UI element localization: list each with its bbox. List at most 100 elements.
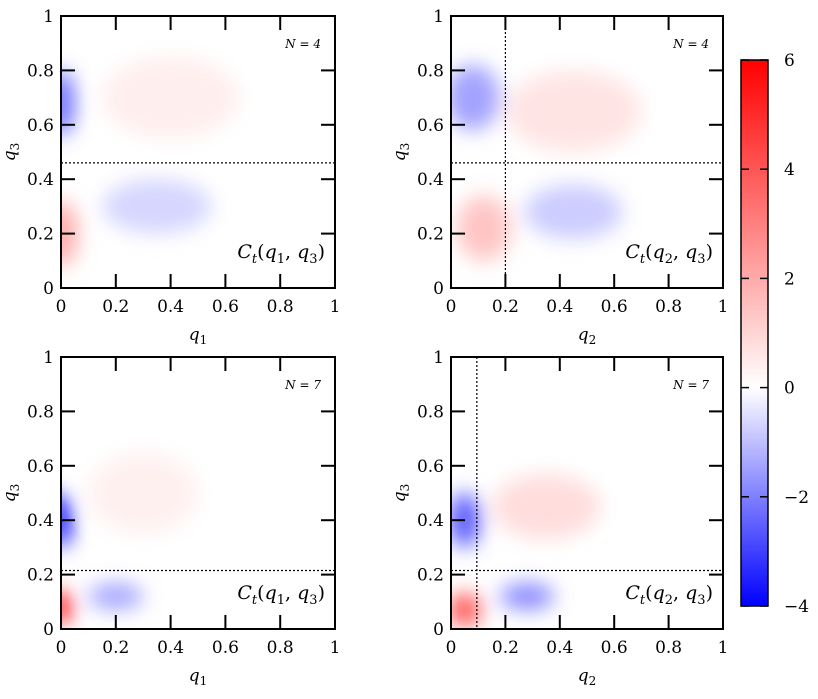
- y-axis-label: q3: [0, 143, 22, 162]
- y-tick-label: 0.4: [27, 511, 54, 531]
- heatmap-blob-2: [499, 582, 555, 610]
- y-tick-label: 0.6: [417, 457, 444, 477]
- heatmap-blob-2: [102, 179, 212, 234]
- correlation-label: Ct(q1, q3): [237, 582, 325, 608]
- x-tick-label: 0.4: [157, 297, 184, 317]
- y-tick-label: 1: [433, 348, 444, 368]
- x-tick-label: 1: [330, 297, 341, 317]
- x-tick-label: 0.8: [655, 297, 682, 317]
- y-tick-label: 0.2: [417, 225, 444, 245]
- y-axis-label: q3: [390, 143, 412, 162]
- heatmap-blob-3: [505, 70, 642, 152]
- x-tick-label: 0.6: [601, 638, 628, 658]
- y-axis-label: q3: [0, 484, 22, 503]
- colorbar-ticks: 6 4 2 0 −2 −4: [741, 51, 809, 617]
- n-annotation: N = 7: [284, 378, 321, 392]
- y-tick-label: 0: [433, 279, 444, 299]
- colorbar-tick-label: −2: [784, 488, 809, 508]
- heatmap-blob-2: [88, 582, 144, 610]
- y-tick-label: 1: [43, 348, 54, 368]
- x-tick-label: 0.8: [267, 638, 294, 658]
- y-tick-label: 0.8: [27, 402, 54, 422]
- colorbar-tick-label: 6: [784, 51, 795, 71]
- y-tick-label: 0.8: [417, 402, 444, 422]
- correlation-label: Ct(q2, q3): [625, 582, 713, 608]
- x-tick-label: 0.4: [157, 638, 184, 658]
- y-tick-label: 0.4: [27, 170, 54, 190]
- x-axis-label: q2: [578, 325, 597, 347]
- x-axis-label: q2: [578, 666, 597, 688]
- x-tick-label: 0.6: [212, 638, 239, 658]
- y-tick-label: 0.6: [27, 457, 54, 477]
- n-annotation: N = 4: [284, 37, 321, 51]
- y-tick-label: 0.6: [27, 116, 54, 136]
- heatmap-field: [451, 473, 601, 627]
- plot-frame: [60, 15, 336, 289]
- y-tick-label: 0.2: [27, 225, 54, 245]
- x-tick-label: 1: [330, 638, 341, 658]
- colorbar-tick-label: 0: [784, 379, 795, 399]
- y-tick-label: 1: [433, 7, 444, 27]
- y-tick-label: 0.8: [27, 61, 54, 81]
- colorbar: 6 4 2 0 −2 −4: [740, 51, 809, 617]
- plot-frame: [450, 15, 724, 289]
- n-annotation: N = 7: [672, 378, 709, 392]
- heatmap-blob-3: [88, 452, 198, 534]
- x-tick-label: 0.2: [102, 638, 129, 658]
- x-tick-label: 0.8: [655, 638, 682, 658]
- y-tick-label: 0: [433, 620, 444, 640]
- panel-top-right: 0 0.2 0.4 0.6 0.8 1 0 0.2 0.4 0.6 0.8 1 q2 q3 N = 4 Ct(…: [390, 7, 728, 347]
- plot-frame: [450, 356, 724, 630]
- x-tick-label: 1: [718, 297, 729, 317]
- colorbar-tick-label: 2: [784, 269, 795, 289]
- x-axis-label: q1: [189, 666, 208, 688]
- panel-bottom-right: 0 0.2 0.4 0.6 0.8 1 0 0.2 0.4 0.6 0.8 1 q2 q3 N = 7 Ct(…: [390, 348, 728, 688]
- plot-frame: [60, 356, 336, 630]
- y-tick-label: 0.4: [417, 511, 444, 531]
- heatmap-blob-0: [61, 70, 75, 136]
- y-tick-label: 0: [43, 279, 54, 299]
- x-tick-label: 1: [718, 638, 729, 658]
- colorbar-tick-label: −4: [784, 597, 809, 617]
- x-tick-label: 0.6: [212, 297, 239, 317]
- heatmap-blob-1: [451, 593, 481, 627]
- y-tick-label: 0.2: [27, 566, 54, 586]
- heatmap-field: [61, 452, 198, 624]
- x-tick-label: 0.2: [492, 297, 519, 317]
- heatmap-blob-0: [451, 493, 481, 548]
- x-tick-label: 0.4: [546, 297, 573, 317]
- y-axis-label: q3: [390, 484, 412, 503]
- panel-top-left: 0 0.2 0.4 0.6 0.8 1 0 0.2 0.4 0.6 0.8 1 q1 q3 N = 4 Ct(…: [0, 7, 340, 347]
- correlation-label: Ct(q2, q3): [625, 241, 713, 267]
- y-tick-label: 1: [43, 7, 54, 27]
- n-annotation: N = 4: [672, 37, 709, 51]
- x-tick-label: 0: [56, 638, 67, 658]
- heatmap-blob-2: [524, 184, 623, 240]
- x-tick-label: 0.2: [102, 297, 129, 317]
- x-tick-label: 0.8: [267, 297, 294, 317]
- heatmap-blob-1: [456, 195, 511, 261]
- x-tick-label: 0.6: [601, 297, 628, 317]
- colorbar-gradient: [740, 59, 769, 607]
- colorbar-tick-label: 4: [784, 160, 795, 180]
- x-tick-label: 0.2: [492, 638, 519, 658]
- heatmap-field: [61, 56, 240, 267]
- y-tick-label: 0.6: [417, 116, 444, 136]
- x-tick-label: 0: [446, 638, 457, 658]
- panels: 0 0.2 0.4 0.6 0.8 1 0 0.2 0.4 0.6 0.8 1 q1 q3 N = 4 Ct(…: [0, 7, 728, 688]
- heatmap-field: [451, 64, 642, 261]
- heatmap-blob-1: [61, 590, 72, 624]
- y-tick-label: 0.2: [417, 566, 444, 586]
- x-axis-label: q1: [189, 325, 208, 347]
- panel-bottom-left: 0 0.2 0.4 0.6 0.8 1 0 0.2 0.4 0.6 0.8 1 q1 q3 N = 7 Ct(…: [0, 348, 340, 688]
- x-tick-label: 0: [56, 297, 67, 317]
- heatmap-blob-3: [491, 473, 601, 540]
- heatmap-blob-0: [451, 64, 500, 131]
- heatmap-blob-3: [102, 56, 240, 139]
- y-tick-label: 0: [43, 620, 54, 640]
- x-tick-label: 0.4: [546, 638, 573, 658]
- y-tick-label: 0.4: [417, 170, 444, 190]
- x-tick-label: 0: [446, 297, 457, 317]
- correlation-label: Ct(q1, q3): [237, 241, 325, 267]
